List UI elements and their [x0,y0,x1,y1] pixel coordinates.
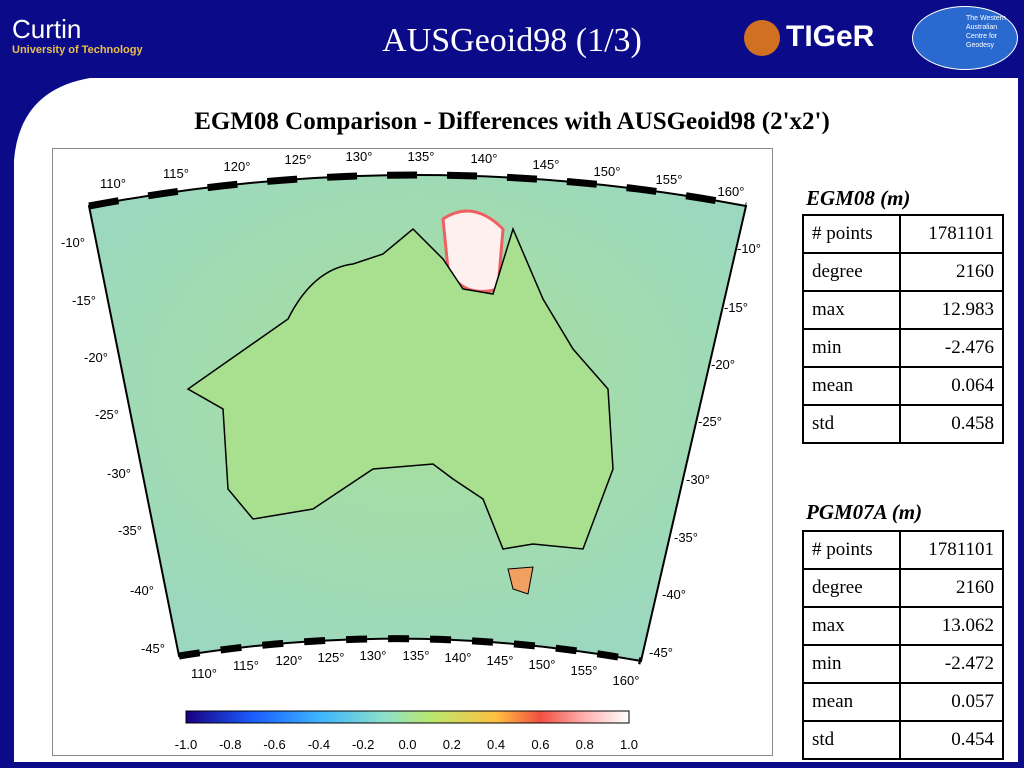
top-lon-label: 115° [163,166,189,181]
top-lon-label: 160° [718,184,745,199]
bottom-lon-label: 145° [487,653,514,668]
stats-table: # points 1781101 degree 2160 max 12.983 min -2.… [802,214,1005,444]
top-lon-label: 110° [100,176,126,191]
colorbar-label: 0.2 [443,737,461,752]
table-cell: 1781101 [898,530,1005,570]
top-lon-label: 130° [346,149,373,164]
top-lon-label: 135° [408,149,435,164]
curtin-logo: Curtin [12,14,82,44]
colorbar-label: -0.6 [263,737,285,752]
top-lon-label: 120° [224,159,251,174]
right-lat-label: -45° [649,645,673,660]
table-cell: 1781101 [898,214,1005,254]
table-cell: 0.458 [898,404,1005,444]
table-cell: mean [802,682,901,722]
colorbar-label: 0.4 [487,737,505,752]
right-lat-label: -40° [662,587,686,602]
right-lat-label: -10° [737,241,761,256]
bottom-lon-label: 120° [276,653,303,668]
table-cell: 13.062 [898,606,1005,646]
stats-table: # points 1781101 degree 2160 max 13.062 min -2.… [802,530,1005,760]
colorbar-label: -1.0 [175,737,197,752]
right-lat-label: -35° [674,530,698,545]
top-lon-label: 155° [656,172,683,187]
table-cell: # points [802,214,901,254]
bottom-lon-label: 140° [445,650,472,665]
bottom-lon-label: 150° [529,657,556,672]
tiger-logo: TIGeR [786,20,875,53]
table-cell: 0.064 [898,366,1005,406]
curtin-logo-sub: University of Technology [12,44,143,56]
table-cell: degree [802,568,901,608]
colorbar-label: -0.4 [308,737,330,752]
colorbar-label: 0.8 [576,737,594,752]
bottom-lon-label: 130° [360,648,387,663]
bottom-lon-label: 135° [403,648,430,663]
left-lat-label: -35° [118,523,142,538]
table-cell: -2.472 [898,644,1005,684]
top-lon-label: 150° [594,164,621,179]
bottom-lon-label: 110° [191,666,217,681]
colorbar-label: -0.2 [352,737,374,752]
colorbar-label: 0.6 [531,737,549,752]
right-lat-label: -20° [711,357,735,372]
table-cell: std [802,404,901,444]
left-lat-label: -15° [72,293,96,308]
top-lon-label: 125° [285,152,312,167]
table-cell: 2160 [898,252,1005,292]
right-lat-label: -15° [724,300,748,315]
map-panel: 110° 115° 120° 125° 130° 135° 140° 145° 150° 155°… [52,148,773,756]
table-cell: max [802,606,901,646]
left-lat-label: -20° [84,350,108,365]
tiger-icon [744,20,780,56]
left-lat-label: -30° [107,466,131,481]
table-cell: min [802,328,901,368]
table-cell: -2.476 [898,328,1005,368]
table-cell: max [802,290,901,330]
table-cell: mean [802,366,901,406]
colorbar-label: 0.0 [398,737,416,752]
bottom-lon-label: 155° [571,663,598,678]
wacg-logo [912,6,1018,70]
wacg-logo-text: The Western Australian Centre for Geodes… [966,15,1006,49]
table-cell: min [802,644,901,684]
bottom-lon-label: 160° [613,673,640,688]
top-lon-label: 145° [533,157,560,172]
table-cell: std [802,720,901,760]
top-lon-label: 140° [471,151,498,166]
table-cell: 12.983 [898,290,1005,330]
bottom-lon-label: 125° [318,650,345,665]
table-cell: 0.057 [898,682,1005,722]
table-cell: # points [802,530,901,570]
right-lat-label: -25° [698,414,722,429]
right-lat-label: -30° [686,472,710,487]
header-bar [0,0,1024,78]
table-title: EGM08 (m) [806,186,911,210]
slide-title: AUSGeoid98 (1/3) [382,22,642,59]
left-lat-label: -25° [95,407,119,422]
table-cell: degree [802,252,901,292]
table-title: PGM07A (m) [806,500,923,524]
subtitle: EGM08 Comparison - Differences with AUSG… [194,108,830,135]
bottom-lon-label: 115° [233,658,259,673]
left-lat-label: -10° [61,235,85,250]
left-lat-label: -40° [130,583,154,598]
colorbar-label: 1.0 [620,737,638,752]
table-cell: 2160 [898,568,1005,608]
colorbar-label: -0.8 [219,737,241,752]
left-lat-label: -45° [141,641,165,656]
table-cell: 0.454 [898,720,1005,760]
